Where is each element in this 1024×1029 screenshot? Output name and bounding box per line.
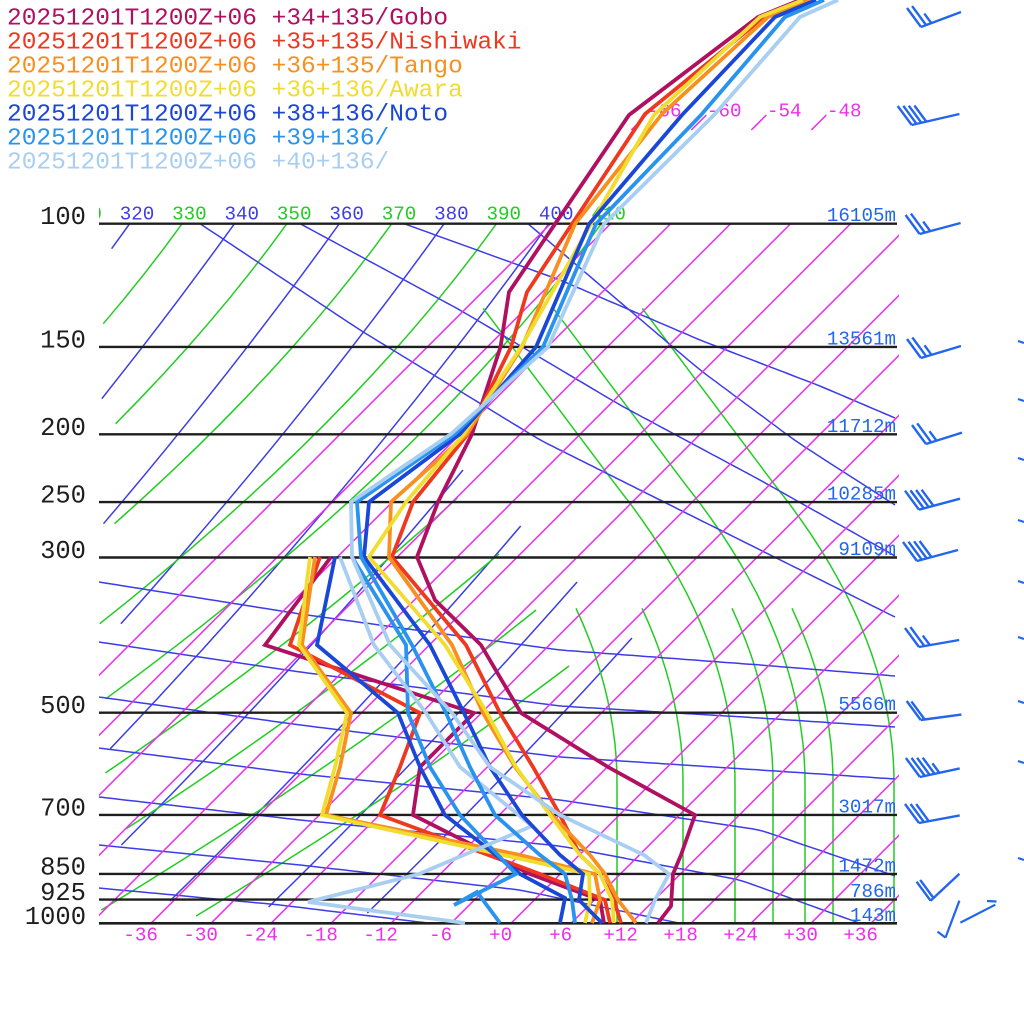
svg-text:10285m: 10285m: [827, 484, 896, 506]
svg-text:100: 100: [40, 203, 86, 232]
svg-text:+6: +6: [549, 925, 572, 947]
svg-text:+24: +24: [723, 925, 758, 947]
svg-text:250: 250: [40, 482, 86, 511]
svg-text:+0: +0: [489, 925, 512, 947]
svg-text:-60: -60: [707, 101, 742, 123]
svg-text:350: 350: [277, 204, 312, 226]
svg-text:786m: 786m: [850, 881, 896, 903]
svg-text:+30: +30: [783, 925, 818, 947]
svg-text:380: 380: [434, 204, 469, 226]
svg-text:20251201T1200Z+06 +38+136/Noto: 20251201T1200Z+06 +38+136/Noto: [7, 101, 448, 128]
svg-text:9109m: 9109m: [838, 539, 896, 561]
svg-text:+12: +12: [603, 925, 638, 947]
svg-text:-54: -54: [767, 101, 802, 123]
svg-text:5566m: 5566m: [838, 694, 896, 716]
svg-text:320: 320: [120, 204, 155, 226]
svg-text:340: 340: [225, 204, 260, 226]
svg-text:150: 150: [40, 326, 86, 355]
svg-text:20251201T1200Z+06 +34+135/Gobo: 20251201T1200Z+06 +34+135/Gobo: [7, 5, 448, 32]
svg-text:370: 370: [382, 204, 417, 226]
svg-text:20251201T1200Z+06 +39+136/: 20251201T1200Z+06 +39+136/: [7, 125, 389, 152]
svg-text:20251201T1200Z+06 +40+136/: 20251201T1200Z+06 +40+136/: [7, 149, 389, 176]
svg-text:-24: -24: [243, 925, 278, 947]
svg-text:11712m: 11712m: [827, 416, 896, 438]
svg-text:20251201T1200Z+06 +36+135/Tang: 20251201T1200Z+06 +36+135/Tango: [7, 53, 463, 80]
svg-text:13561m: 13561m: [827, 328, 896, 350]
svg-text:-30: -30: [183, 925, 218, 947]
svg-text:+36: +36: [843, 925, 878, 947]
svg-text:200: 200: [40, 414, 86, 443]
svg-text:-6: -6: [429, 925, 452, 947]
svg-text:700: 700: [40, 794, 86, 823]
svg-text:16105m: 16105m: [827, 205, 896, 227]
svg-text:-12: -12: [363, 925, 398, 947]
svg-text:310: 310: [67, 204, 102, 226]
svg-text:360: 360: [329, 204, 364, 226]
svg-text:300: 300: [40, 537, 86, 566]
svg-text:-48: -48: [827, 101, 862, 123]
svg-text:-36: -36: [123, 925, 158, 947]
svg-text:3017m: 3017m: [838, 796, 896, 818]
svg-text:20251201T1200Z+06 +35+135/Nish: 20251201T1200Z+06 +35+135/Nishiwaki: [7, 29, 522, 56]
svg-text:390: 390: [487, 204, 522, 226]
svg-text:+18: +18: [663, 925, 698, 947]
svg-text:-18: -18: [303, 925, 338, 947]
svg-text:850: 850: [40, 853, 86, 882]
svg-text:143m: 143m: [850, 905, 896, 927]
svg-text:330: 330: [172, 204, 207, 226]
svg-text:20251201T1200Z+06 +36+136/Awar: 20251201T1200Z+06 +36+136/Awara: [7, 77, 463, 104]
svg-text:1472m: 1472m: [838, 855, 896, 877]
svg-text:1000: 1000: [25, 903, 86, 932]
svg-text:500: 500: [40, 692, 86, 721]
svg-text:925: 925: [40, 879, 86, 908]
